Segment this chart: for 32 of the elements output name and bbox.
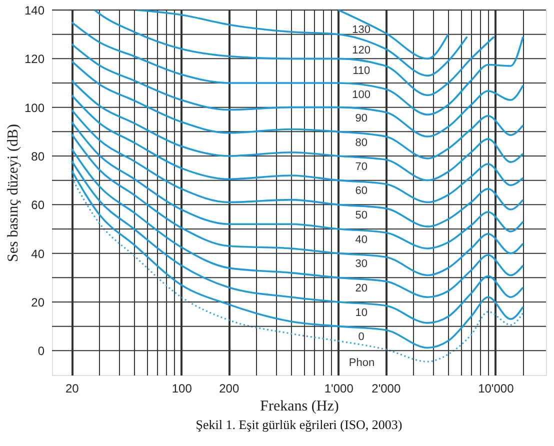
x-tick-label: 10'000 <box>478 382 514 396</box>
y-tick-label: 0 <box>38 344 45 358</box>
y-tick-label: 80 <box>31 150 45 164</box>
series-label: 50 <box>355 209 368 222</box>
series-label: 70 <box>355 160 368 173</box>
text: Şekil 1. Eşit gürlük eğrileri (ISO, 2003) <box>196 417 402 432</box>
series-label: 90 <box>355 112 368 125</box>
x-tick-label: 200 <box>219 382 240 396</box>
series-label: 110 <box>352 65 370 78</box>
series-label: 60 <box>355 185 368 198</box>
y-axis-title: Ses basınç düzeyi (dB) <box>5 124 22 262</box>
series-label: 100 <box>352 88 371 101</box>
x-tick-label: 2'000 <box>372 382 401 396</box>
series-label: 40 <box>355 234 368 246</box>
x-tick-label: 100 <box>172 382 192 396</box>
x-tick-label: 1'000 <box>324 382 354 396</box>
series-label: 30 <box>355 258 368 270</box>
series-label: 80 <box>355 137 368 150</box>
y-tick-label: 40 <box>31 246 45 261</box>
series-label: 130 <box>352 24 371 36</box>
y-tick-label: 60 <box>31 198 45 212</box>
series-label: 0 <box>358 331 364 344</box>
x-axis-title: Frekans (Hz) <box>260 398 339 414</box>
y-tick-label: 100 <box>24 100 45 115</box>
annotation: Phon <box>348 357 375 369</box>
y-tick-label: 120 <box>24 52 45 66</box>
series-label: 10 <box>355 306 368 319</box>
y-tick-label: 20 <box>31 296 45 310</box>
x-tick-label: 20 <box>65 382 80 396</box>
y-tick-label: 140 <box>24 4 45 18</box>
series-label: 20 <box>355 282 368 294</box>
series-label: 120 <box>352 44 371 56</box>
